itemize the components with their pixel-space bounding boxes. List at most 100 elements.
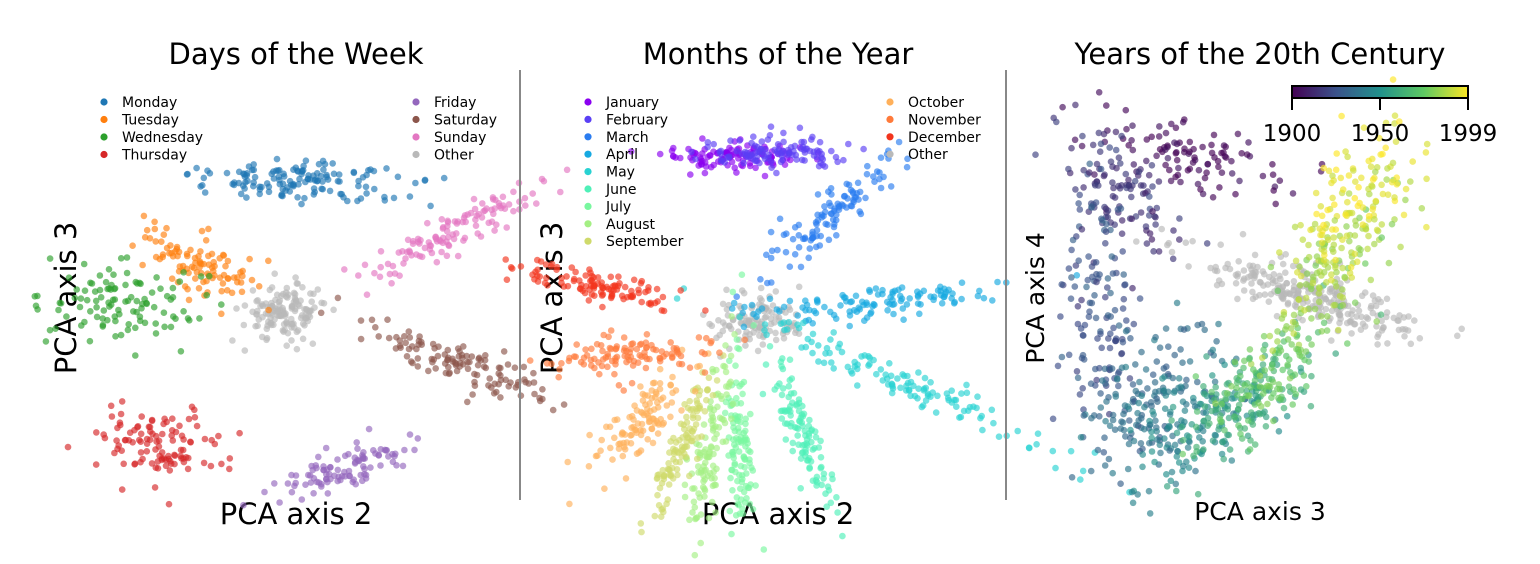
- point-1985: [1333, 268, 1340, 276]
- point-april: [814, 297, 821, 305]
- point-1985: [1356, 214, 1363, 222]
- point-saturday: [414, 363, 422, 370]
- point-wednesday: [80, 260, 88, 268]
- point-other: [1272, 277, 1279, 285]
- point-sunday: [485, 219, 493, 227]
- point-november: [669, 353, 676, 361]
- point-tuesday: [143, 226, 151, 234]
- point-1915: [1032, 151, 1039, 158]
- point-wednesday: [65, 274, 73, 282]
- point-april: [847, 298, 854, 306]
- point-october: [651, 394, 659, 401]
- point-1975: [1228, 382, 1235, 390]
- legend-marker-march: [584, 133, 592, 141]
- point-1975: [1287, 369, 1294, 376]
- point-sunday: [454, 252, 462, 260]
- point-sunday: [529, 190, 536, 197]
- legend-label-march: March: [606, 130, 649, 146]
- point-november: [667, 339, 674, 346]
- point-1925: [1079, 385, 1086, 392]
- point-1945: [1199, 427, 1207, 435]
- point-november: [599, 356, 607, 363]
- colorbar-label-1950: 1950: [1351, 121, 1410, 147]
- point-1975: [1257, 403, 1265, 410]
- point-april: [903, 301, 911, 308]
- point-june: [817, 437, 824, 445]
- point-saturday: [530, 379, 538, 386]
- point-friday: [331, 472, 338, 480]
- point-may: [934, 392, 941, 400]
- point-1925: [1077, 325, 1085, 332]
- point-saturday: [425, 367, 432, 375]
- point-june: [777, 407, 785, 415]
- point-1935: [1198, 320, 1206, 328]
- point-1975: [1216, 416, 1224, 423]
- point-sunday: [464, 211, 472, 218]
- point-september: [660, 475, 668, 483]
- point-friday: [288, 488, 296, 496]
- point-1960: [1209, 437, 1217, 445]
- point-1995: [1378, 181, 1385, 189]
- point-wednesday: [169, 284, 177, 292]
- point-may: [897, 384, 904, 392]
- point-1995: [1328, 179, 1335, 187]
- point-1935: [1165, 343, 1172, 351]
- point-1935: [1101, 462, 1109, 469]
- point-march: [763, 251, 770, 259]
- point-april: [887, 294, 894, 301]
- point-1985: [1352, 222, 1360, 229]
- point-other: [768, 309, 775, 316]
- point-saturday: [453, 367, 461, 375]
- point-march: [830, 223, 838, 231]
- point-1995: [1313, 210, 1320, 218]
- point-other: [726, 322, 733, 330]
- point-1995: [1365, 232, 1372, 240]
- point-1975: [1269, 361, 1276, 368]
- point-1985: [1296, 281, 1304, 289]
- point-1995: [1312, 189, 1320, 197]
- point-1985: [1320, 269, 1328, 276]
- point-may: [785, 318, 793, 326]
- point-june: [812, 434, 820, 441]
- point-august: [723, 391, 730, 398]
- point-1960: [1225, 414, 1233, 422]
- point-february: [716, 148, 723, 155]
- point-1995: [1371, 174, 1378, 182]
- point-saturday: [405, 328, 413, 335]
- point-march: [847, 202, 855, 210]
- point-1985: [1324, 313, 1331, 320]
- point-1960: [1308, 372, 1315, 380]
- point-1935: [1129, 381, 1137, 388]
- point-friday: [334, 466, 342, 474]
- point-may: [877, 366, 885, 373]
- point-may: [953, 403, 960, 411]
- point-may: [761, 321, 769, 328]
- point-thursday: [154, 465, 162, 472]
- point-monday: [265, 183, 273, 191]
- point-november: [678, 360, 686, 368]
- point-saturday: [449, 355, 456, 363]
- point-1985: [1339, 286, 1346, 293]
- point-1900: [1153, 152, 1160, 160]
- point-november: [599, 347, 606, 355]
- point-thursday: [187, 439, 194, 446]
- point-1935: [1101, 365, 1109, 373]
- point-other: [1217, 241, 1224, 248]
- point-saturday: [520, 363, 528, 371]
- point-november: [626, 349, 634, 356]
- point-1915: [1053, 118, 1060, 126]
- point-other: [1353, 313, 1360, 320]
- point-saturday: [429, 358, 436, 366]
- point-1900: [1201, 174, 1209, 182]
- point-thursday: [136, 436, 143, 444]
- point-february: [733, 147, 741, 155]
- point-other: [288, 324, 295, 331]
- point-1915: [1176, 215, 1183, 222]
- point-october: [566, 500, 573, 508]
- point-1935: [1162, 325, 1170, 332]
- point-september: [664, 496, 672, 503]
- point-1945: [1130, 437, 1138, 445]
- point-october: [654, 430, 662, 437]
- point-wednesday: [133, 308, 140, 316]
- point-1925: [1103, 220, 1110, 228]
